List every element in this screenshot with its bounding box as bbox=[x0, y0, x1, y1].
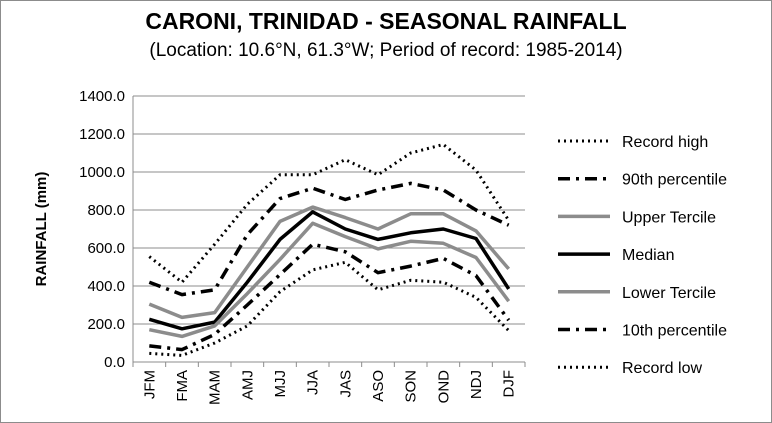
series-line-lower-tercile bbox=[148, 221, 511, 339]
y-tick-label: 1200.0 bbox=[79, 126, 125, 143]
y-tick-label: 800.0 bbox=[87, 202, 125, 219]
legend-label: 90th percentile bbox=[622, 172, 727, 189]
y-tick-label: 600.0 bbox=[87, 240, 125, 257]
x-tick-label: JFM bbox=[141, 370, 158, 399]
series-line-90th-percentile bbox=[148, 181, 510, 297]
legend-label: 10th percentile bbox=[622, 323, 727, 340]
y-tick-label: 1000.0 bbox=[79, 164, 125, 181]
y-tick-labels: 0.0 200.0 400.0 600.0 800.0 1000.0 1200.0 1400.… bbox=[79, 88, 125, 371]
series-line-record-low bbox=[149, 260, 510, 357]
x-tick-label: JJA bbox=[305, 370, 322, 395]
x-tick-label: AMJ bbox=[239, 370, 256, 400]
x-tick-label: MAM bbox=[207, 370, 224, 405]
x-tick-label: OND bbox=[435, 370, 452, 404]
legend-label: Lower Tercile bbox=[622, 285, 716, 302]
legend: Record high 90th percentile Upper Tercile M… bbox=[558, 134, 727, 377]
legend-label: Record high bbox=[622, 134, 708, 151]
axes bbox=[132, 96, 526, 367]
y-tick-label: 1400.0 bbox=[79, 88, 125, 105]
chart-subtitle: (Location: 10.6°N, 61.3°W; Period of rec… bbox=[149, 40, 623, 61]
chart-title: CARONI, TRINIDAD - SEASONAL RAINFALL bbox=[145, 8, 627, 34]
series-line-median bbox=[148, 210, 511, 331]
x-tick-label: NDJ bbox=[468, 370, 485, 399]
legend-label: Upper Tercile bbox=[622, 209, 716, 226]
legend-label: Record low bbox=[622, 360, 702, 377]
series-line-upper-tercile bbox=[148, 205, 511, 320]
x-tick-label: ASO bbox=[370, 370, 387, 402]
x-tick-label: MJJ bbox=[272, 370, 289, 398]
y-tick-label: 0.0 bbox=[104, 354, 125, 371]
series-line-10th-percentile bbox=[149, 242, 511, 352]
x-tick-label: JAS bbox=[337, 370, 354, 398]
series-lines bbox=[148, 143, 511, 357]
x-tick-labels: JFM FMA MAM AMJ MJJ JJA JAS ASO SON OND NDJ DJF bbox=[141, 370, 517, 405]
x-tick-label: SON bbox=[403, 370, 420, 403]
y-tick-label: 200.0 bbox=[87, 316, 125, 333]
x-tick-label: DJF bbox=[501, 370, 518, 398]
x-tick-label: FMA bbox=[174, 370, 191, 402]
y-axis-label: RAINFALL (mm) bbox=[33, 172, 50, 287]
legend-label: Median bbox=[622, 247, 674, 264]
gridlines bbox=[133, 95, 525, 325]
y-tick-label: 400.0 bbox=[87, 278, 125, 295]
